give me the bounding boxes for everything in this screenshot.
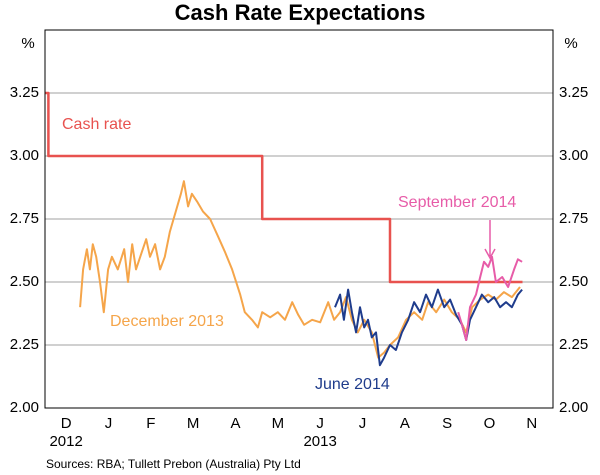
y2-tick-label: 2.00 bbox=[559, 399, 588, 416]
y-tick-label: 3.00 bbox=[10, 147, 39, 164]
x-year-label: 2013 bbox=[303, 433, 336, 450]
x-tick-label: J bbox=[359, 415, 367, 432]
x-tick-label: A bbox=[230, 415, 240, 432]
x-tick-label: O bbox=[484, 415, 496, 432]
y-tick-label: 3.25 bbox=[10, 84, 39, 101]
annotation-arrow bbox=[484, 220, 496, 260]
y2-tick-label: 2.25 bbox=[559, 336, 588, 353]
y-tick-label: 2.75 bbox=[10, 210, 39, 227]
x-tick-label: J bbox=[316, 415, 324, 432]
x-tick-label: S bbox=[442, 415, 452, 432]
x-year-label: 2012 bbox=[49, 433, 82, 450]
series-line bbox=[334, 288, 523, 367]
y-unit-right: % bbox=[564, 35, 577, 52]
y2-tick-label: 3.25 bbox=[559, 84, 588, 101]
y-tick-label: 2.00 bbox=[10, 399, 39, 416]
y-unit-left: % bbox=[21, 35, 34, 52]
series-label: Cash rate bbox=[62, 116, 131, 133]
series-label: December 2013 bbox=[110, 313, 224, 330]
x-tick-label: F bbox=[146, 415, 155, 432]
y2-tick-label: 2.50 bbox=[559, 273, 588, 290]
x-tick-label: M bbox=[272, 415, 285, 432]
plot-frame bbox=[44, 29, 554, 409]
x-tick-label: J bbox=[105, 415, 113, 432]
x-tick-label: D bbox=[61, 415, 72, 432]
y-tick-label: 2.50 bbox=[10, 273, 39, 290]
series-label: September 2014 bbox=[398, 194, 516, 211]
y2-tick-label: 3.00 bbox=[559, 147, 588, 164]
x-tick-label: N bbox=[526, 415, 537, 432]
source-note: Sources: RBA; Tullett Prebon (Australia)… bbox=[46, 457, 301, 471]
y2-tick-label: 2.75 bbox=[559, 210, 588, 227]
x-tick-label: M bbox=[187, 415, 200, 432]
x-tick-label: A bbox=[400, 415, 410, 432]
series-label: June 2014 bbox=[315, 376, 390, 393]
chart-title: Cash Rate Expectations bbox=[175, 0, 426, 25]
series-line bbox=[79, 180, 521, 359]
y-tick-label: 2.25 bbox=[10, 336, 39, 353]
series-line bbox=[45, 91, 523, 284]
series-line bbox=[457, 255, 523, 341]
